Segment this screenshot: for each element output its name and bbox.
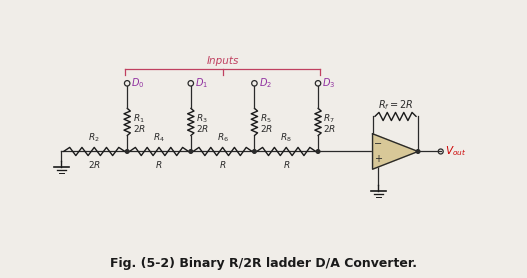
Polygon shape [373, 134, 418, 169]
Text: $2R$: $2R$ [87, 159, 101, 170]
Text: $R_6$: $R_6$ [217, 132, 229, 144]
Text: Fig. (5-2) Binary R/2R ladder D/A Converter.: Fig. (5-2) Binary R/2R ladder D/A Conver… [110, 257, 417, 270]
Circle shape [316, 150, 320, 153]
Text: −: − [374, 139, 383, 149]
Text: $R_5$: $R_5$ [260, 112, 271, 125]
Circle shape [252, 150, 256, 153]
Text: $D_2$: $D_2$ [259, 76, 271, 90]
Text: $R$: $R$ [155, 159, 163, 170]
Text: $R_7$: $R_7$ [324, 112, 335, 125]
Text: $R_8$: $R_8$ [280, 132, 292, 144]
Text: $2R$: $2R$ [196, 123, 209, 134]
Text: +: + [375, 154, 383, 164]
Text: $2R$: $2R$ [133, 123, 146, 134]
Text: $R$: $R$ [282, 159, 290, 170]
Text: $D_0$: $D_0$ [131, 76, 144, 90]
Text: $D_3$: $D_3$ [322, 76, 335, 90]
Text: $R_4$: $R_4$ [153, 132, 165, 144]
Text: $R_2$: $R_2$ [89, 132, 100, 144]
Text: $R_3$: $R_3$ [196, 112, 208, 125]
Text: $D_1$: $D_1$ [195, 76, 208, 90]
Text: $R_f = 2R$: $R_f = 2R$ [377, 98, 413, 112]
Circle shape [189, 150, 192, 153]
Text: $2R$: $2R$ [324, 123, 337, 134]
Text: $2R$: $2R$ [260, 123, 273, 134]
Text: $R_1$: $R_1$ [133, 112, 144, 125]
Text: $R$: $R$ [219, 159, 226, 170]
Circle shape [125, 150, 129, 153]
Text: Inputs: Inputs [207, 56, 239, 66]
Text: $V_{out}$: $V_{out}$ [445, 145, 466, 158]
Circle shape [416, 150, 420, 153]
